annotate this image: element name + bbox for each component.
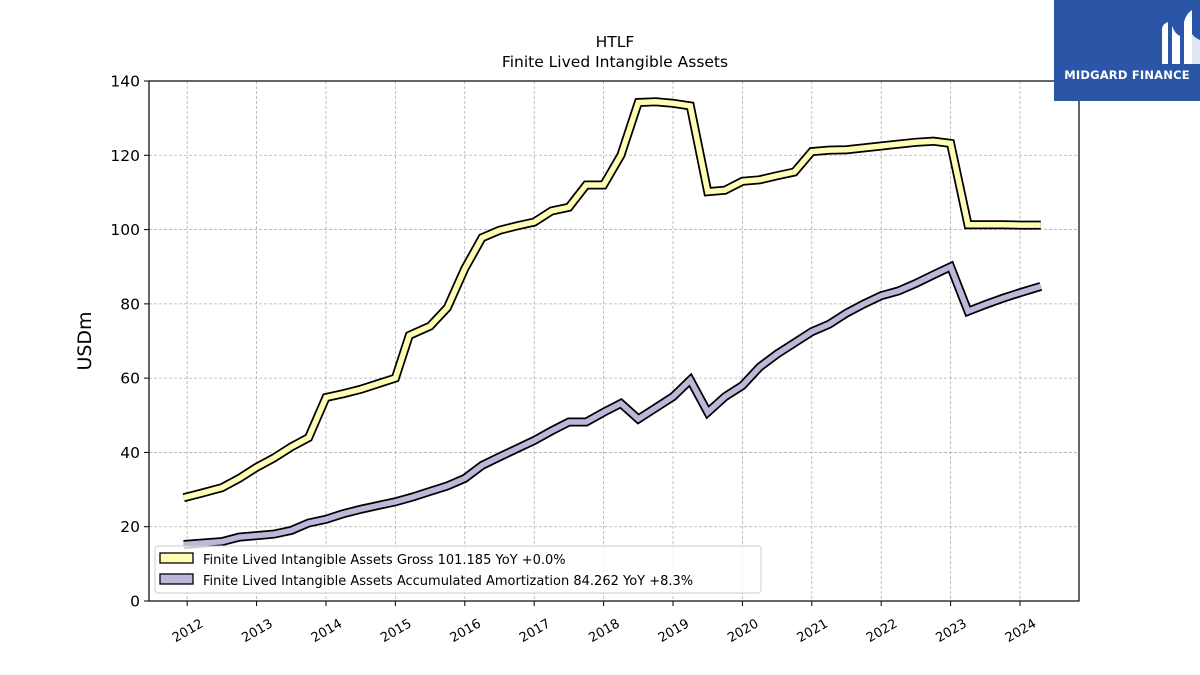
legend-box (154, 545, 762, 594)
x-tick-label: 2017 (517, 616, 553, 646)
x-tick-label: 2016 (448, 616, 484, 646)
x-tick-label: 2021 (795, 616, 831, 646)
grid (149, 80, 1079, 602)
x-tick-label: 2014 (309, 616, 345, 646)
y-tick-label: 100 (110, 221, 140, 239)
x-tick-label: 2020 (725, 616, 761, 646)
series-line-1 (183, 262, 1042, 548)
logo-text: MIDGARD FINANCE (1064, 68, 1190, 82)
plot-frame (148, 80, 1080, 602)
x-tick-label: 2013 (239, 616, 275, 646)
y-tick-label: 140 (110, 73, 140, 91)
y-axis-label: USDm (74, 311, 96, 370)
x-axis: 2012 2013 2014 2015 2016 2017 2018 2019 2020 2021… (170, 601, 1039, 646)
legend: Finite Lived Intangible Assets Gross 101… (154, 545, 762, 594)
y-tick-label: 0 (130, 593, 140, 611)
x-tick-label: 2019 (656, 616, 692, 646)
legend-label-gross: Finite Lived Intangible Assets Gross 101… (203, 553, 566, 568)
legend-swatch-amortization (159, 573, 194, 585)
legend-swatch-gross (159, 552, 194, 564)
y-tick-label: 80 (120, 295, 140, 313)
legend-label-amortization: Finite Lived Intangible Assets Accumulat… (203, 574, 693, 589)
chart-title: HTLF (596, 33, 635, 51)
x-tick-label: 2022 (864, 616, 900, 646)
y-axis: 0 20 40 60 80 100 120 140 (110, 73, 149, 611)
x-tick-label: 2018 (586, 616, 622, 646)
x-tick-label: 2023 (933, 616, 969, 646)
y-tick-label: 20 (120, 518, 140, 536)
x-tick-label: 2012 (170, 616, 206, 646)
chart-subtitle: Finite Lived Intangible Assets (502, 53, 728, 71)
series-outline-0 (182, 97, 1041, 503)
x-tick-label: 2024 (1003, 616, 1039, 646)
y-tick-label: 120 (110, 147, 140, 165)
series-layer (182, 97, 1043, 549)
y-tick-label: 60 (120, 370, 140, 388)
series-line-0 (183, 99, 1041, 501)
logo-mark-icon (1162, 10, 1200, 64)
midgard-finance-logo: MIDGARD FINANCE (1054, 0, 1200, 101)
y-tick-label: 40 (120, 444, 140, 462)
x-tick-label: 2015 (378, 616, 414, 646)
